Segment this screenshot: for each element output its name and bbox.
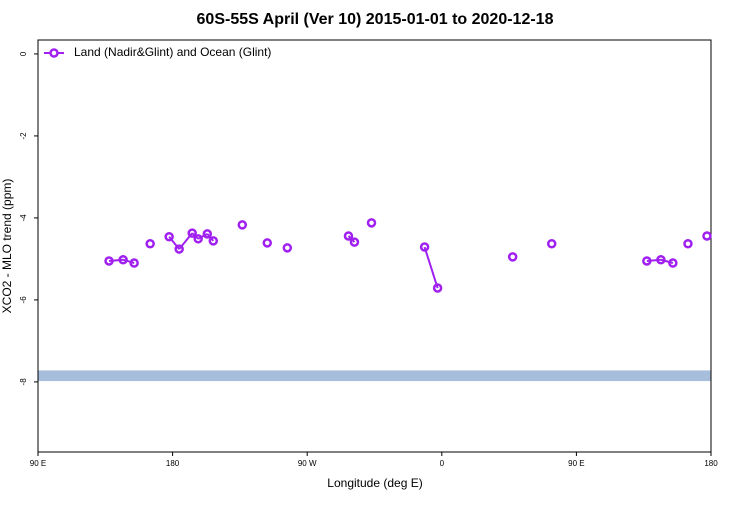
x-tick-label: 90 E [30,459,46,468]
x-tick-label: 180 [166,459,180,468]
series-segment [197,233,208,240]
point [683,238,693,249]
y-axis-label: XCO2 - MLO trend (ppm) [0,179,14,314]
point [118,254,128,265]
legend-label: Land (Nadir&Glint) and Ocean (Glint) [74,45,271,59]
point [187,228,197,238]
chart-title: 60S-55S April (Ver 10) 2015-01-01 to 202… [197,11,554,28]
point [202,229,213,239]
y-tick-label: 0 [19,51,28,56]
point [208,236,219,246]
point [656,254,666,265]
point [432,283,443,293]
point [145,238,155,249]
legend-marker [49,48,59,58]
point [507,252,518,262]
point [104,256,114,266]
point [193,234,203,244]
series-segment [423,246,439,289]
point [702,231,712,241]
point [343,231,354,241]
point [174,244,184,254]
y-tick-label: -4 [19,214,28,222]
y-tick-label: -2 [19,132,28,140]
point [668,258,678,268]
series-segment [122,258,135,264]
x-tick-label: 90 E [568,459,584,468]
band [38,370,711,382]
point [237,220,248,230]
x-tick-label: 0 [440,459,445,468]
point [164,232,174,242]
point [419,242,430,252]
point [129,258,139,268]
x-tick-label: 90 W [298,459,317,468]
series-segment [660,258,674,264]
x-tick-label: 180 [704,459,718,468]
point [262,238,273,248]
y-tick-label: -8 [19,378,28,386]
point [349,237,360,247]
point [546,238,557,249]
plot-frame [37,39,712,453]
x-axis-label: Longitude (deg E) [327,476,422,490]
point [282,243,293,253]
point [366,218,377,228]
y-tick-label: -6 [19,296,28,304]
point [642,256,652,266]
